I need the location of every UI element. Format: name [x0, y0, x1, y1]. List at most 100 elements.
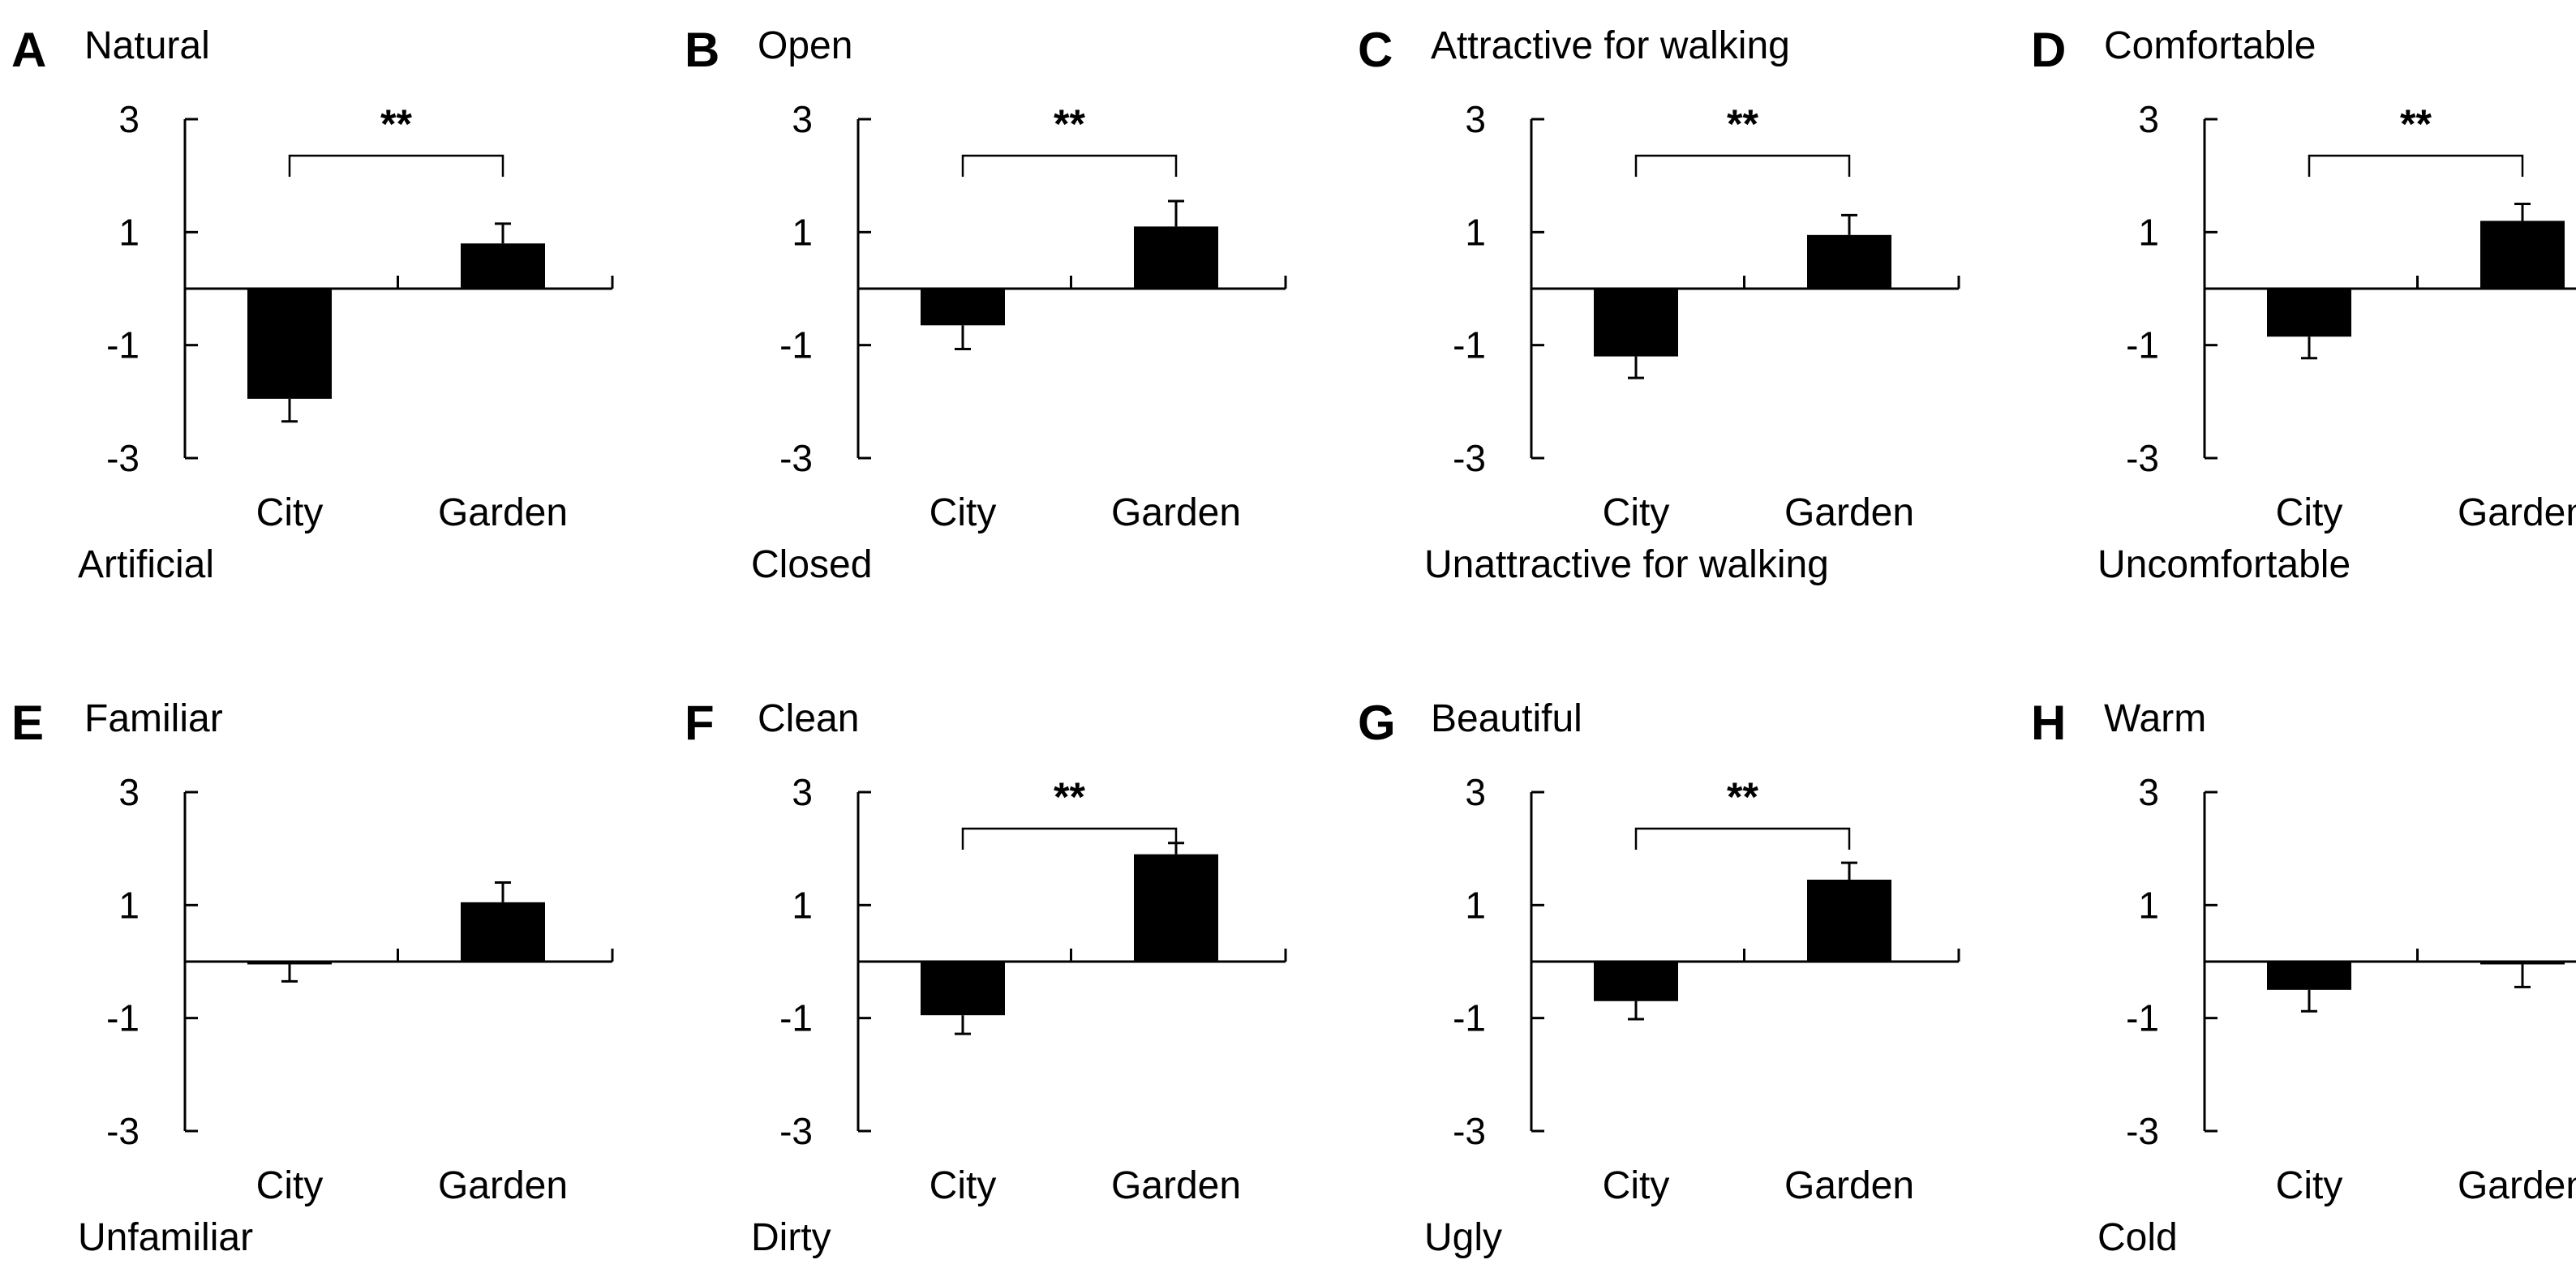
bar-city — [2267, 289, 2351, 337]
category-label-garden: Garden — [1111, 491, 1241, 534]
category-label-city: City — [930, 1164, 997, 1207]
chart-panel-a: A Natural 3 1 -1 -3 City Garden ** Artificial — [11, 23, 614, 586]
panel-title: Clean — [758, 697, 859, 740]
bar-garden — [1807, 234, 1891, 289]
y-tick-label: 3 — [1465, 771, 1486, 813]
panel-letter: F — [685, 696, 715, 750]
category-label-garden: Garden — [1784, 491, 1914, 534]
panel-letter: G — [1358, 696, 1396, 750]
y-tick-label: 3 — [792, 98, 813, 140]
bottom-label: Artificial — [78, 543, 214, 586]
panel-title: Natural — [84, 24, 210, 67]
significance-marker: ** — [1727, 101, 1758, 147]
category-label-city: City — [1603, 1164, 1670, 1207]
panel-letter: D — [2031, 23, 2066, 77]
category-label-garden: Garden — [2458, 491, 2576, 534]
y-tick-label: -1 — [2126, 324, 2159, 366]
y-tick-label: -3 — [2126, 1110, 2159, 1152]
bottom-label: Ugly — [1424, 1216, 1502, 1259]
bar-city — [1594, 962, 1678, 1001]
bar-garden — [2480, 962, 2565, 965]
y-tick-label: 1 — [792, 211, 813, 253]
y-tick-label: 3 — [792, 771, 813, 813]
significance-bracket — [2308, 154, 2524, 177]
y-tick-label: 3 — [2138, 98, 2159, 140]
bar-city — [2267, 962, 2351, 990]
significance-bracket — [961, 154, 1178, 177]
significance-bracket — [288, 154, 504, 177]
panel-letter: A — [11, 23, 46, 77]
panel-letter: B — [685, 23, 719, 77]
y-tick-label: -1 — [779, 324, 813, 366]
panel-title: Open — [758, 24, 852, 67]
significance-marker: ** — [2400, 101, 2432, 147]
y-tick-label: -3 — [2126, 437, 2159, 479]
significance-marker: ** — [380, 101, 412, 147]
bar-garden — [1134, 226, 1218, 289]
y-tick-label: 1 — [2138, 211, 2159, 253]
y-tick-label: -3 — [1453, 437, 1486, 479]
y-tick-label: -3 — [779, 1110, 813, 1152]
panel-title: Warm — [2104, 697, 2206, 740]
bar-city — [921, 289, 1005, 326]
y-tick-label: 1 — [1465, 211, 1486, 253]
bar-garden — [461, 243, 545, 289]
category-label-garden: Garden — [438, 491, 568, 534]
panel-title: Attractive for walking — [1431, 24, 1790, 67]
bar-city — [1594, 289, 1678, 357]
bar-garden — [1134, 854, 1218, 962]
significance-bracket — [1634, 154, 1851, 177]
bar-city — [247, 289, 332, 399]
y-tick-label: -1 — [779, 997, 813, 1039]
bottom-label: Unattractive for walking — [1424, 543, 1829, 586]
y-tick-label: 1 — [792, 884, 813, 926]
category-label-garden: Garden — [1111, 1164, 1241, 1207]
significance-bracket — [961, 827, 1178, 850]
panel-letter: H — [2031, 696, 2066, 750]
chart-panel-g: G Beautiful 3 1 -1 -3 City Garden ** Ugly — [1358, 696, 1960, 1259]
significance-marker: ** — [1727, 774, 1758, 820]
y-tick-label: 3 — [2138, 771, 2159, 813]
category-label-city: City — [2276, 491, 2343, 534]
category-label-city: City — [1603, 491, 1670, 534]
y-tick-label: -1 — [106, 997, 140, 1039]
category-label-city: City — [930, 491, 997, 534]
bottom-label: Closed — [751, 543, 872, 586]
chart-panel-f: F Clean 3 1 -1 -3 City Garden ** Dirty — [685, 696, 1287, 1259]
y-tick-label: -1 — [2126, 997, 2159, 1039]
panel-title: Comfortable — [2104, 24, 2316, 67]
y-tick-label: -3 — [779, 437, 813, 479]
category-label-city: City — [2276, 1164, 2343, 1207]
y-tick-label: -3 — [1453, 1110, 1486, 1152]
y-tick-label: 3 — [118, 771, 140, 813]
bottom-label: Dirty — [751, 1216, 831, 1259]
category-label-garden: Garden — [438, 1164, 568, 1207]
y-tick-label: -1 — [1453, 324, 1486, 366]
y-tick-label: 1 — [118, 884, 140, 926]
y-tick-label: 1 — [1465, 884, 1486, 926]
y-tick-label: -1 — [1453, 997, 1486, 1039]
chart-panel-c: C Attractive for walking 3 1 -1 -3 City Garden *… — [1358, 23, 1960, 586]
significance-marker: ** — [1054, 101, 1085, 147]
bottom-label: Unfamiliar — [78, 1216, 253, 1259]
y-tick-label: -1 — [106, 324, 140, 366]
category-label-city: City — [256, 491, 324, 534]
y-tick-label: -3 — [106, 437, 140, 479]
bar-city — [921, 962, 1005, 1016]
category-label-garden: Garden — [1784, 1164, 1914, 1207]
bar-garden — [461, 902, 545, 962]
y-tick-label: 3 — [1465, 98, 1486, 140]
y-tick-label: 3 — [118, 98, 140, 140]
chart-panel-d: D Comfortable 3 1 -1 -3 City Garden ** Uncomforta… — [2031, 23, 2576, 586]
significance-marker: ** — [1054, 774, 1085, 820]
chart-panel-e: E Familiar 3 1 -1 -3 City Garden Unfamiliar — [11, 696, 614, 1259]
category-label-city: City — [256, 1164, 324, 1207]
panel-letter: E — [11, 696, 44, 750]
bottom-label: Cold — [2097, 1216, 2178, 1259]
significance-bracket — [1634, 827, 1851, 850]
y-tick-label: 1 — [2138, 884, 2159, 926]
bar-garden — [2480, 221, 2565, 289]
bottom-label: Uncomfortable — [2097, 543, 2351, 586]
chart-panel-b: B Open 3 1 -1 -3 City Garden ** Closed — [685, 23, 1287, 586]
